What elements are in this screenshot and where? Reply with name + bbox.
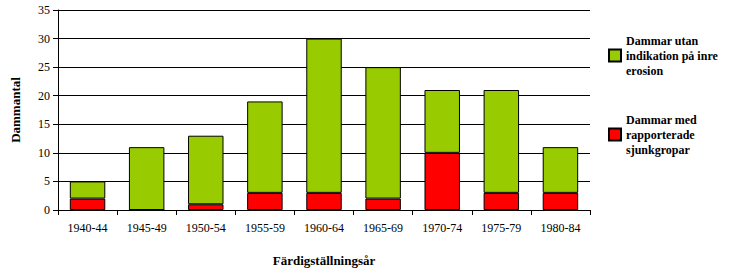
svg-text:Dammantal: Dammantal bbox=[8, 77, 23, 143]
svg-text:5: 5 bbox=[44, 174, 50, 188]
svg-text:0: 0 bbox=[44, 203, 50, 217]
svg-text:1980-84: 1980-84 bbox=[540, 221, 580, 235]
svg-text:Färdigställningsår: Färdigställningsår bbox=[273, 253, 376, 268]
svg-text:20: 20 bbox=[38, 89, 50, 103]
svg-text:1965-69: 1965-69 bbox=[363, 221, 403, 235]
svg-text:indikation på inre: indikation på inre bbox=[626, 49, 721, 63]
svg-text:Dammar utan: Dammar utan bbox=[626, 34, 701, 48]
svg-text:35: 35 bbox=[38, 3, 50, 17]
svg-text:rapporterade: rapporterade bbox=[626, 128, 698, 142]
svg-text:1955-59: 1955-59 bbox=[245, 221, 285, 235]
svg-text:30: 30 bbox=[38, 32, 50, 46]
svg-text:1960-64: 1960-64 bbox=[304, 221, 344, 235]
svg-text:15: 15 bbox=[38, 117, 50, 131]
svg-text:25: 25 bbox=[38, 60, 50, 74]
svg-text:erosion: erosion bbox=[626, 64, 663, 78]
svg-text:sjunkgropar: sjunkgropar bbox=[626, 143, 690, 157]
svg-text:1970-74: 1970-74 bbox=[422, 221, 462, 235]
svg-text:1950-54: 1950-54 bbox=[186, 221, 226, 235]
svg-text:1975-79: 1975-79 bbox=[481, 221, 521, 235]
svg-text:10: 10 bbox=[38, 146, 50, 160]
svg-text:1940-44: 1940-44 bbox=[68, 221, 108, 235]
svg-text:1945-49: 1945-49 bbox=[127, 221, 167, 235]
svg-text:Dammar med: Dammar med bbox=[626, 113, 700, 127]
